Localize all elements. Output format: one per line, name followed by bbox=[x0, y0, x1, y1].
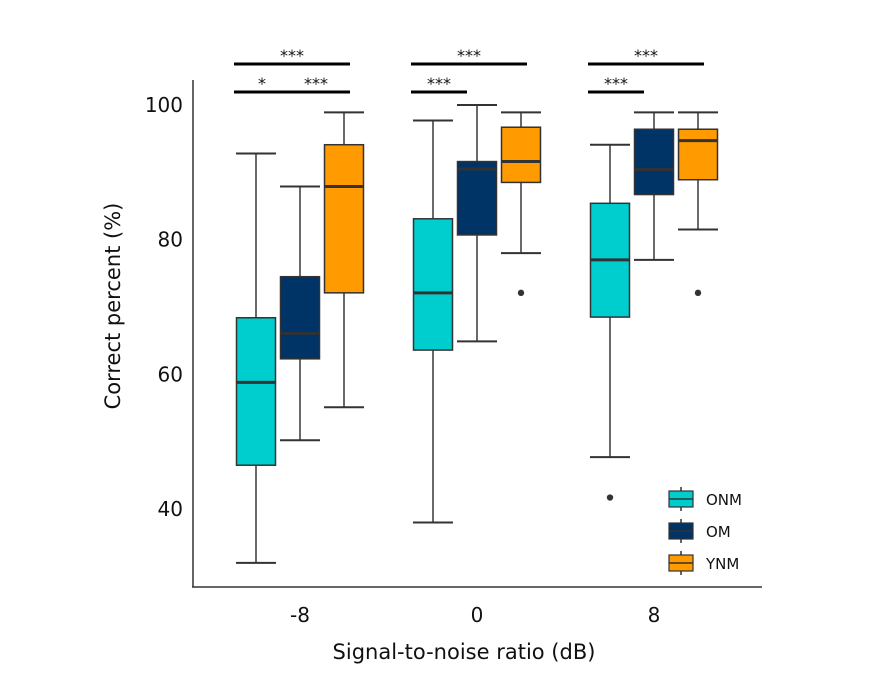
axes bbox=[192, 80, 762, 588]
box-iqr bbox=[633, 128, 675, 196]
y-tick-label: 100 bbox=[145, 93, 183, 117]
significance-label: *** bbox=[280, 46, 304, 65]
box-iqr bbox=[456, 160, 498, 236]
significance-label: * bbox=[258, 74, 266, 93]
box-ynm-8 bbox=[677, 111, 719, 297]
significance-label: *** bbox=[604, 74, 628, 93]
box-om-0 bbox=[456, 104, 498, 343]
outlier-point bbox=[606, 494, 614, 501]
outlier-point bbox=[517, 289, 525, 297]
y-tick-label: 80 bbox=[158, 228, 183, 252]
legend-item-onm: ONM bbox=[668, 487, 742, 511]
significance-label: *** bbox=[457, 46, 481, 65]
box-iqr bbox=[323, 143, 365, 294]
box-ynm-0 bbox=[500, 111, 542, 297]
legend: ONM OM YNM bbox=[668, 487, 742, 575]
box-iqr bbox=[500, 126, 542, 184]
box-iqr bbox=[235, 317, 277, 466]
x-axis-title: Signal-to-noise ratio (dB) bbox=[333, 640, 596, 664]
box-onm-0 bbox=[412, 119, 454, 524]
box-iqr bbox=[279, 275, 321, 360]
x-ticks: -8 0 8 bbox=[290, 603, 660, 627]
legend-item-ynm: YNM bbox=[668, 551, 739, 575]
legend-label: OM bbox=[706, 523, 731, 541]
boxes bbox=[235, 104, 719, 564]
legend-label: YNM bbox=[705, 555, 739, 573]
x-tick-label: -8 bbox=[290, 603, 310, 627]
box-om-8 bbox=[633, 111, 675, 261]
box-iqr bbox=[677, 128, 719, 181]
x-tick-label: 8 bbox=[648, 603, 661, 627]
y-tick-label: 40 bbox=[158, 497, 183, 521]
x-tick-label: 0 bbox=[471, 603, 484, 627]
box-iqr bbox=[412, 218, 454, 351]
legend-item-om: OM bbox=[668, 519, 731, 543]
box-om--8 bbox=[279, 185, 321, 442]
y-tick-label: 60 bbox=[158, 362, 183, 386]
significance-label: *** bbox=[304, 74, 328, 93]
box-onm--8 bbox=[235, 152, 277, 564]
legend-label: ONM bbox=[706, 491, 742, 509]
significance-label: *** bbox=[634, 46, 658, 65]
box-onm-8 bbox=[589, 143, 631, 501]
box-ynm--8 bbox=[323, 111, 365, 409]
y-axis-title: Correct percent (%) bbox=[101, 203, 125, 410]
significance-label: *** bbox=[427, 74, 451, 93]
outlier-point bbox=[694, 289, 702, 297]
y-ticks: 40 60 80 100 bbox=[145, 93, 183, 521]
significance-brackets: **** *************** bbox=[234, 46, 704, 94]
